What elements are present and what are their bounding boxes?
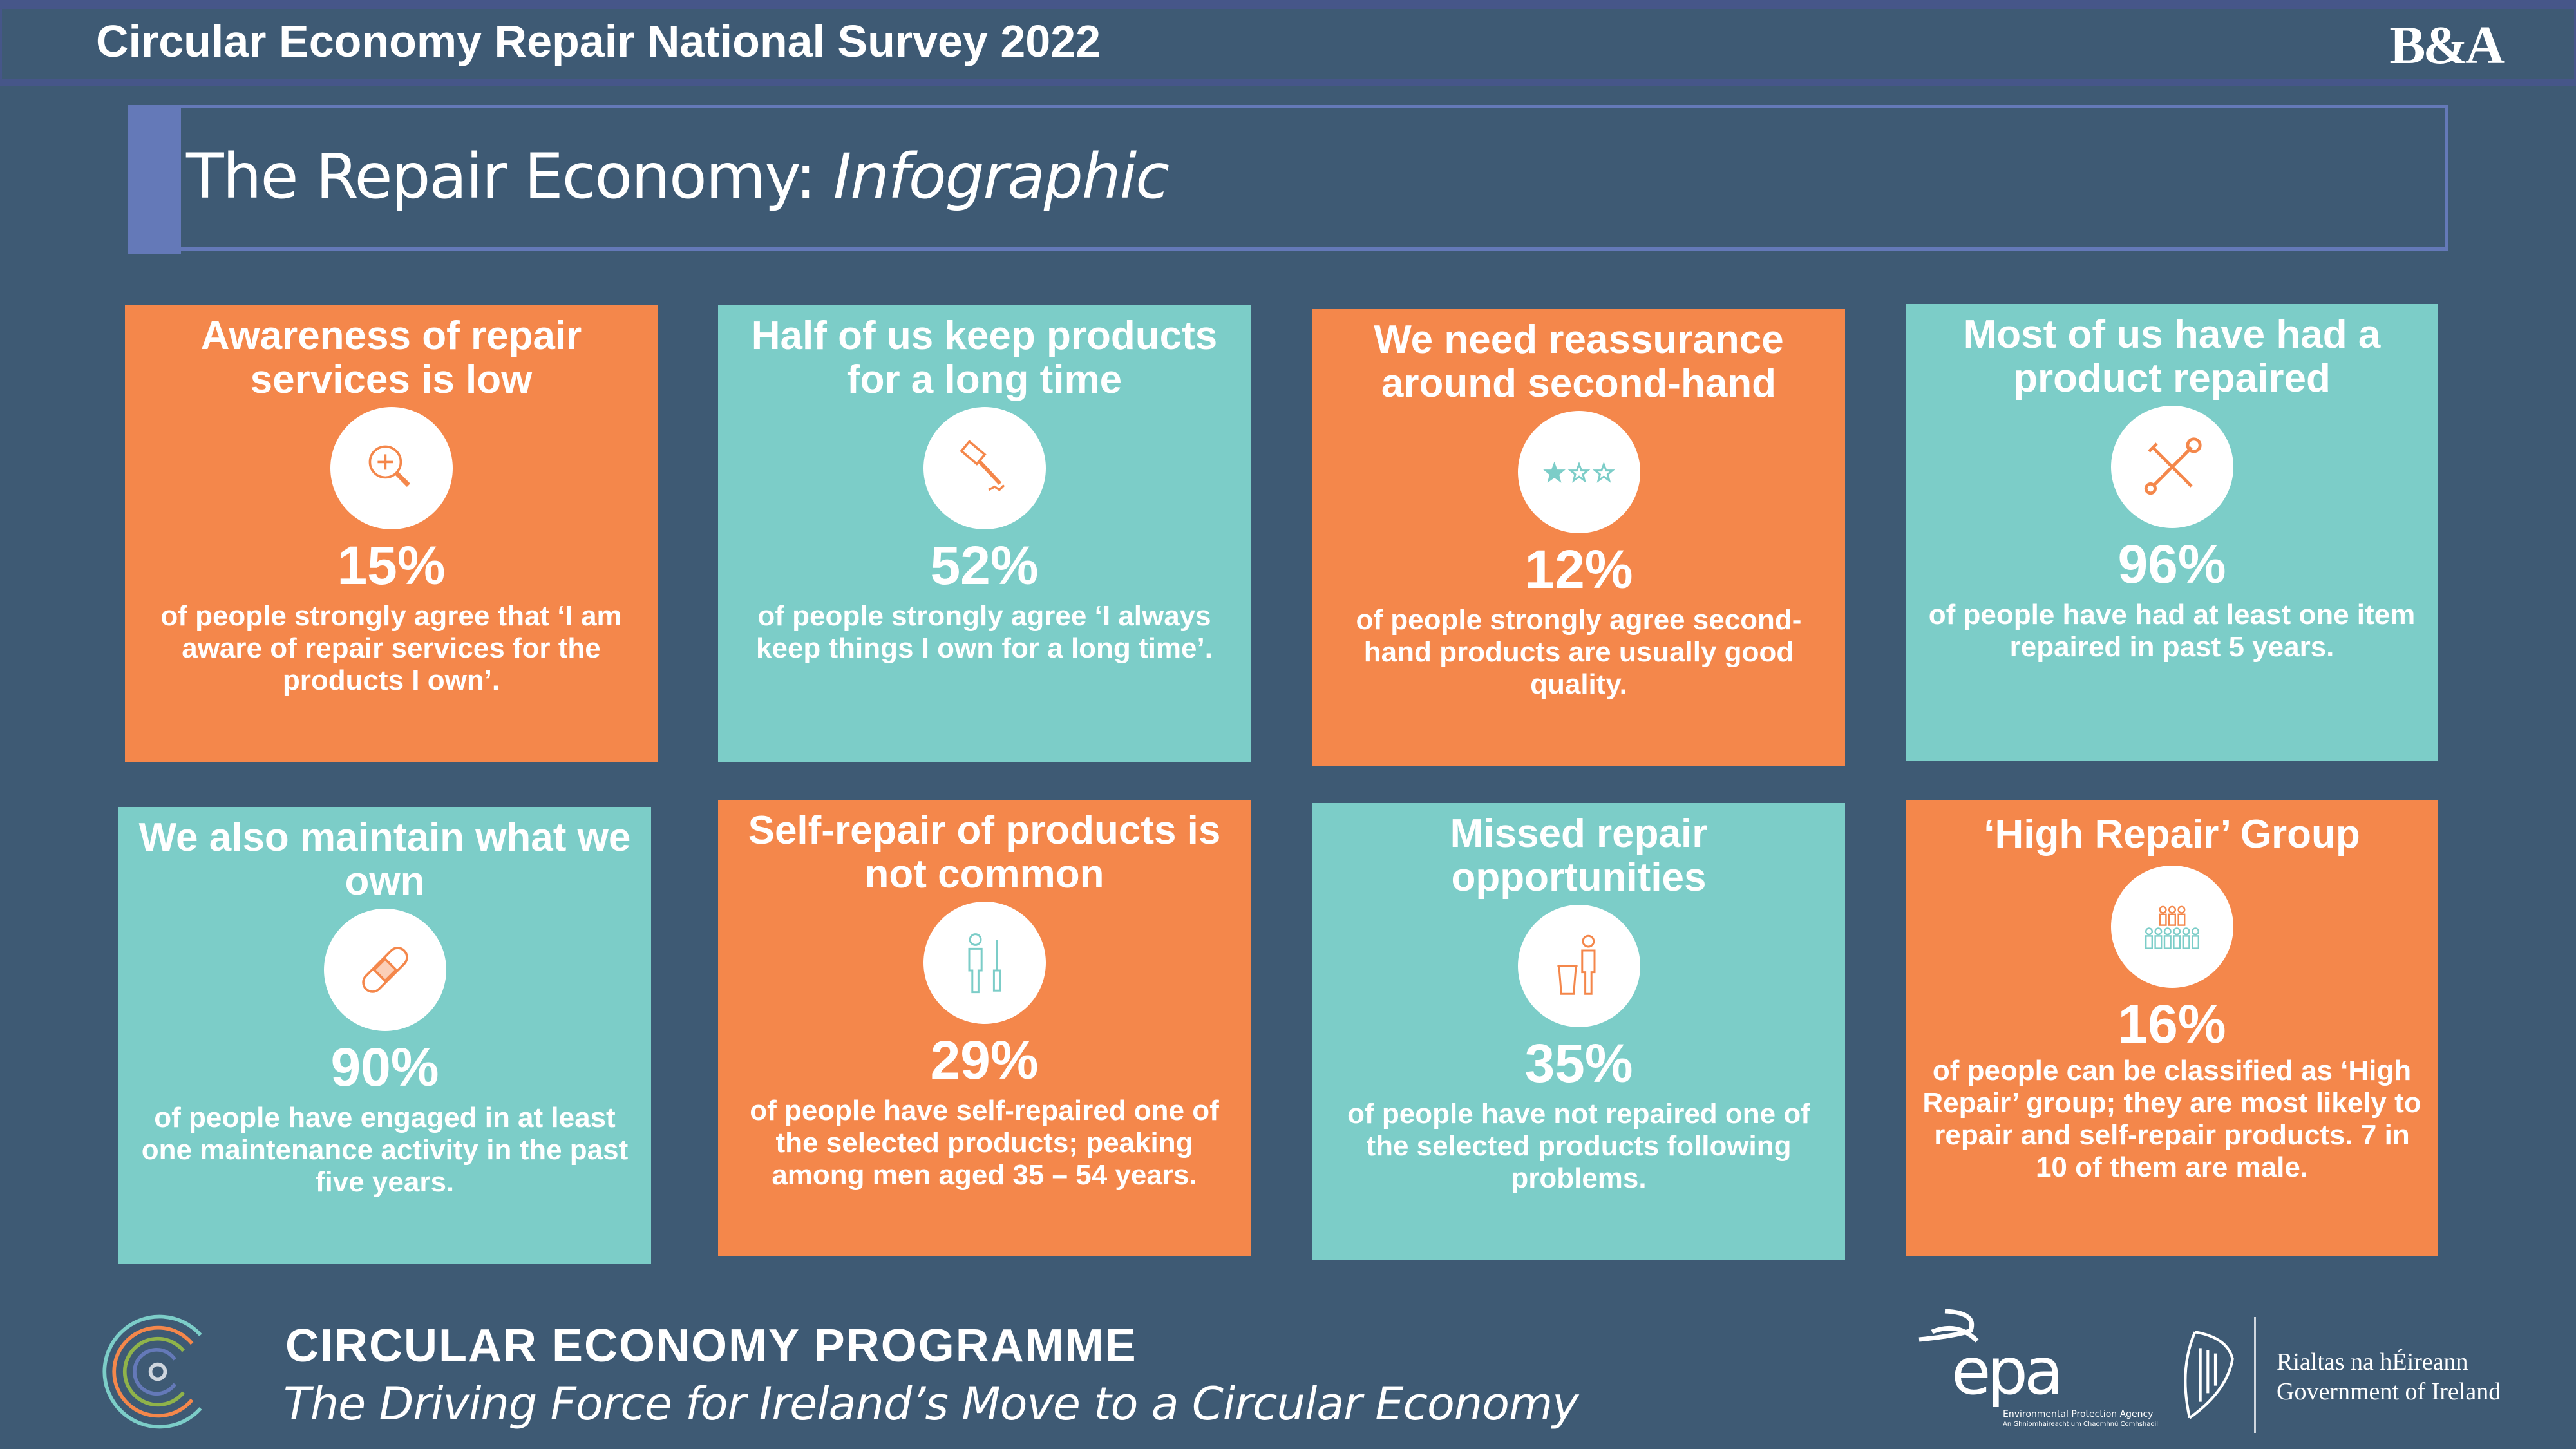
card-percent: 29% xyxy=(930,1030,1039,1090)
card-text: of people have not repaired one of the s… xyxy=(1347,1098,1810,1194)
card-title: We need reassurance around second-hand xyxy=(1374,317,1784,406)
card-title: We also maintain what we own xyxy=(138,815,631,904)
page-title-box: The Repair Economy: Infographic xyxy=(128,105,2448,254)
card-text: of people have engaged in at least one m… xyxy=(141,1102,629,1198)
card-text: of people strongly agree ‘I always keep … xyxy=(756,600,1213,664)
title-accent-bar xyxy=(128,105,181,254)
card-percent: 96% xyxy=(2117,534,2226,594)
page-title-main: The Repair Economy: xyxy=(186,140,833,213)
card-repaired: Most of us have had a product repaired 9… xyxy=(1906,304,2438,761)
card-text: of people strongly agree that ‘I am awar… xyxy=(160,600,622,696)
card-percent: 52% xyxy=(930,535,1039,596)
card-title: Most of us have had a product repaired xyxy=(1963,312,2381,401)
card-second-hand: We need reassurance around second-hand 1… xyxy=(1312,309,1845,766)
person-bin-icon xyxy=(1517,905,1640,1027)
header-bar: Circular Economy Repair National Survey … xyxy=(0,0,2576,86)
page-title-italic: Infographic xyxy=(833,140,1170,213)
epa-subtitle-irish: An Ghníomhaireacht um Chaomhnú Comhshaoi… xyxy=(2003,1421,2159,1428)
programme-tagline: The Driving Force for Ireland’s Move to … xyxy=(283,1378,1579,1430)
card-maintain: We also maintain what we own 90% of peop… xyxy=(118,807,651,1264)
card-title: Half of us keep products for a long time xyxy=(751,314,1218,402)
card-percent: 15% xyxy=(337,535,446,596)
card-percent: 90% xyxy=(330,1037,439,1097)
card-self-repair: Self-repair of products is not common 29… xyxy=(718,800,1251,1256)
ba-logo: B&A xyxy=(2389,15,2505,75)
card-text: of people strongly agree second-hand pro… xyxy=(1356,604,1802,700)
epa-swoosh-icon xyxy=(1918,1309,1979,1343)
card-keep-products: Half of us keep products for a long time… xyxy=(718,305,1251,762)
card-text: of people can be classified as ‘High Rep… xyxy=(1922,1055,2421,1183)
epa-logo: epa Environmental Protection Agency An Gh… xyxy=(1906,1307,2158,1436)
people-group-icon xyxy=(2110,866,2233,988)
card-awareness: Awareness of repair services is low 15% … xyxy=(125,305,658,762)
hammer-icon xyxy=(923,407,1046,529)
page-title: The Repair Economy: Infographic xyxy=(186,140,1170,213)
survey-title: Circular Economy Repair National Survey … xyxy=(96,16,1101,66)
footer-divider xyxy=(2254,1317,2256,1433)
card-title: Awareness of repair services is low xyxy=(200,314,582,402)
gov-irish-name: Rialtas na hÉireann xyxy=(2277,1349,2468,1376)
harp-emblem-icon xyxy=(2184,1331,2234,1419)
card-title: ‘High Repair’ Group xyxy=(1984,812,2360,857)
card-high-repair: ‘High Repair’ Group 16% of people can be… xyxy=(1906,800,2438,1256)
epa-subtitle: Environmental Protection Agency An Ghníom… xyxy=(2003,1409,2158,1428)
gov-english-name: Government of Ireland xyxy=(2277,1378,2501,1405)
epa-wordmark: epa xyxy=(1951,1334,2063,1409)
government-of-ireland-logo: Rialtas na hÉireann Government of Irelan… xyxy=(2277,1347,2501,1406)
card-title: Self-repair of products is not common xyxy=(748,808,1221,896)
card-percent: 16% xyxy=(2117,994,2226,1054)
bandage-icon xyxy=(323,909,446,1031)
card-percent: 12% xyxy=(1524,539,1633,600)
card-text: of people have self-repaired one of the … xyxy=(750,1095,1219,1191)
wrench-screwdriver-icon xyxy=(2110,406,2233,528)
card-missed-repair: Missed repair opportunities 35% of peopl… xyxy=(1312,803,1845,1260)
card-text: of people have had at least one item rep… xyxy=(1928,599,2416,663)
programme-title: CIRCULAR ECONOMY PROGRAMME xyxy=(285,1320,1137,1372)
person-screwdriver-icon xyxy=(923,902,1046,1024)
epa-subtitle-english: Environmental Protection Agency xyxy=(2003,1409,2154,1419)
circular-economy-logo xyxy=(102,1314,202,1429)
star-rating-icon xyxy=(1517,411,1640,533)
magnifier-plus-icon xyxy=(330,407,453,529)
card-percent: 35% xyxy=(1524,1033,1633,1094)
card-title: Missed repair opportunities xyxy=(1450,811,1708,900)
